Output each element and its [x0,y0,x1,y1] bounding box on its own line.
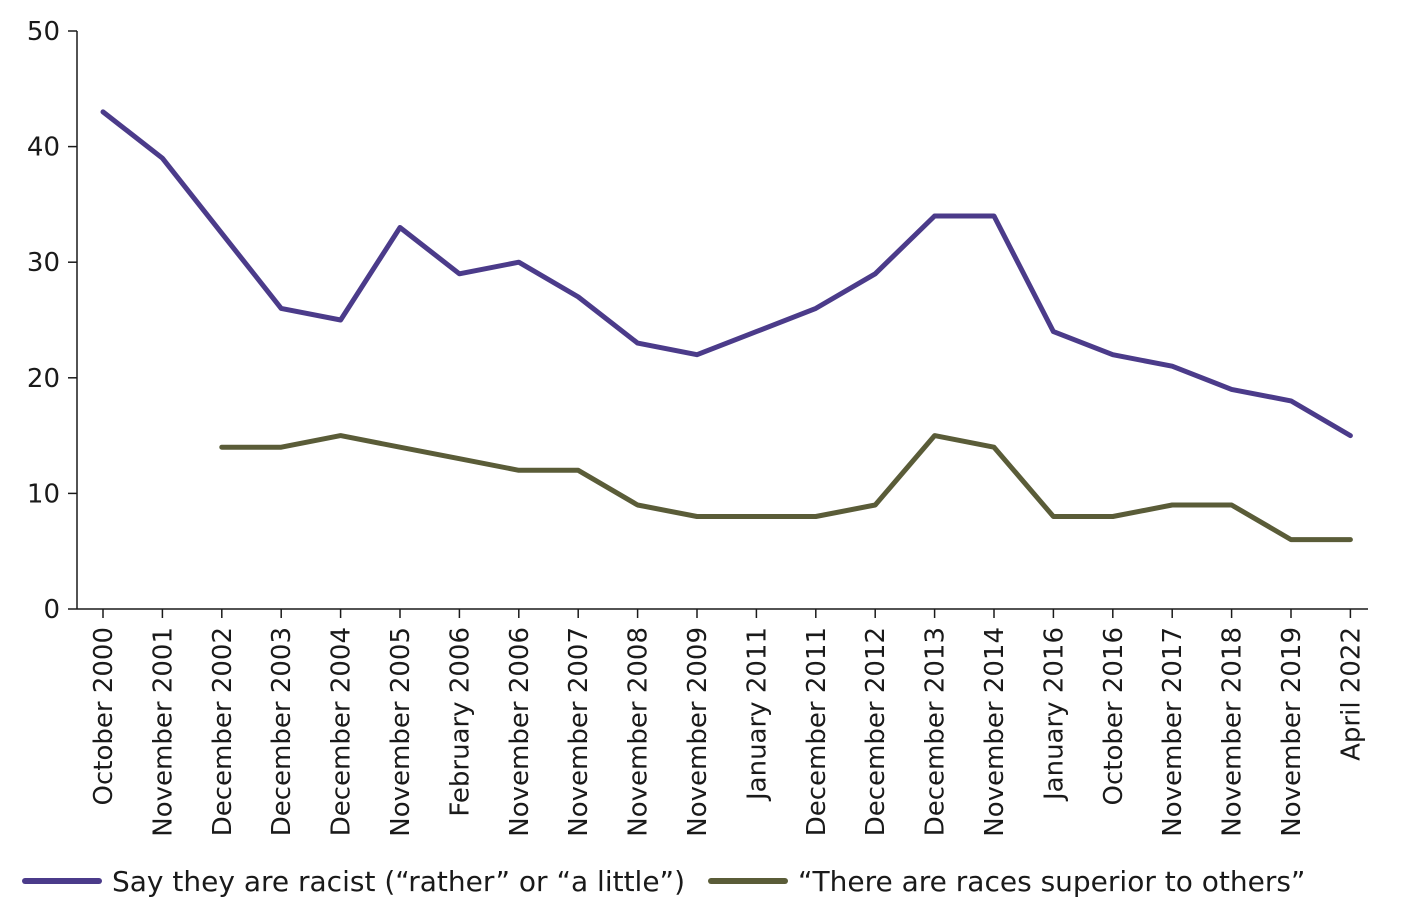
x-tick-label: January 2011 [742,627,772,802]
x-tick-label: November 2001 [148,627,178,837]
series-line-1 [219,433,1353,543]
y-tick-label: 20 [27,364,60,394]
x-tick-label: November 2008 [624,627,654,837]
y-tick-label: 0 [43,595,60,625]
x-tick-label: December 2012 [861,627,891,836]
x-tick-label: November 2018 [1218,627,1248,837]
legend-item-superior-races: “There are races superior to others” [708,856,1305,906]
y-tick-label: 30 [27,248,60,278]
x-tick-label: November 2009 [683,627,713,837]
x-tick-label: December 2002 [208,627,238,836]
legend-swatch-superior-races [708,878,788,884]
x-tick-label: December 2011 [802,627,832,836]
x-tick-label: January 2016 [1039,627,1069,802]
legend-label-racist: Say they are racist (“rather” or “a litt… [112,864,685,898]
x-axis-ticks: October 2000 November 2001 December 2002 De… [89,609,1366,837]
axes [76,31,1368,610]
x-tick-label: November 2014 [980,627,1010,837]
legend-swatch-racist [22,878,102,884]
y-tick-label: 40 [27,133,60,163]
x-tick-label: December 2013 [921,627,951,836]
x-tick-label: November 2019 [1277,627,1307,837]
series-line-0 [100,109,1353,439]
legend-item-racist: Say they are racist (“rather” or “a litt… [22,856,685,906]
x-tick-label: February 2006 [445,627,475,817]
series-lines [100,109,1353,543]
y-tick-label: 10 [27,479,60,509]
x-tick-label: November 2005 [386,627,416,837]
x-tick-label: December 2003 [267,627,297,836]
x-tick-label: November 2006 [505,627,535,837]
x-tick-label: October 2016 [1099,627,1129,805]
legend-label-superior-races: “There are races superior to others” [798,864,1306,898]
x-tick-label: November 2007 [564,627,594,837]
x-tick-label: October 2000 [89,627,119,805]
y-axis-ticks: 0 10 20 30 40 50 [27,17,77,625]
x-tick-label: November 2017 [1158,627,1188,837]
y-tick-label: 50 [27,17,60,47]
x-tick-label: December 2004 [327,627,357,836]
x-tick-label: April 2022 [1336,627,1366,761]
